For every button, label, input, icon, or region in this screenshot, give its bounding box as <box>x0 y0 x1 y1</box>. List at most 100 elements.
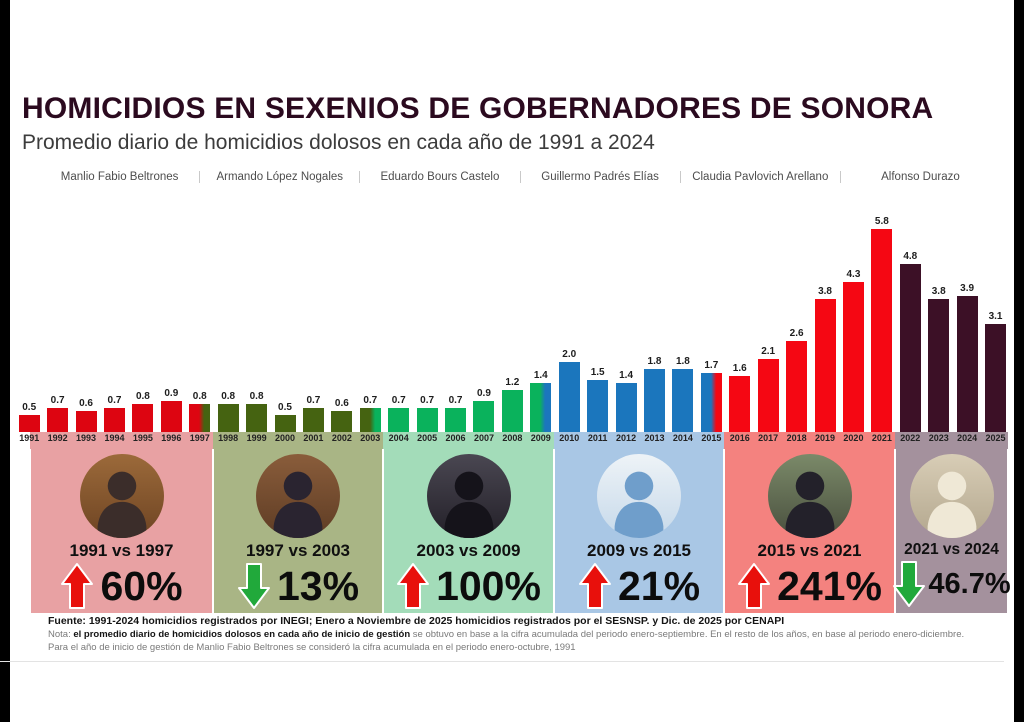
legend-item-lopez-nogales: Armando López Nogales <box>199 171 359 183</box>
bar-value-label: 0.7 <box>306 394 321 406</box>
bar-value-label: 0.8 <box>221 391 236 402</box>
bar-2014 <box>672 369 694 432</box>
bar-2013 <box>643 369 665 432</box>
change-percent: 241% <box>777 562 882 609</box>
bar-slot-2025: 3.1 <box>981 195 1009 432</box>
bar-value-label: 0.7 <box>448 394 463 406</box>
year-label-2002: 2002 <box>331 433 352 443</box>
bar-value-label: 0.7 <box>420 394 435 406</box>
person-silhouette-icon <box>273 471 323 538</box>
bar-2020 <box>842 281 864 432</box>
bar-1992 <box>47 407 69 432</box>
bar-value-label: 0.7 <box>107 394 122 406</box>
bar-slot-1994: 0.7 <box>100 195 128 432</box>
bar-slot-1995: 0.8 <box>129 195 157 432</box>
bar-slot-2005: 0.7 <box>413 195 441 432</box>
bar-value-label: 3.8 <box>818 286 832 297</box>
legend-item-beltrones: Manlio Fabio Beltrones <box>60 171 179 183</box>
band-segment-3 <box>383 432 554 449</box>
comparison-label: 2021 vs 2024 <box>904 541 999 558</box>
bar-slot-2006: 0.7 <box>441 195 469 432</box>
year-label-1991: 1991 <box>19 433 40 443</box>
nota-rest: se obtuvo en base a la cifra acumulada d… <box>410 629 965 640</box>
year-label-2008: 2008 <box>502 433 523 443</box>
bar-2016 <box>729 376 751 432</box>
bar-slot-2024: 3.9 <box>953 195 981 432</box>
year-label-2023: 2023 <box>928 433 949 443</box>
comparison-label: 1991 vs 1997 <box>69 541 174 560</box>
year-label-2005: 2005 <box>417 433 438 443</box>
year-label-1994: 1994 <box>104 433 125 443</box>
governor-panels: 1991 vs 1997 60% 1997 vs 2003 13% 2003 vs 20… <box>30 449 1011 613</box>
down-arrow-icon <box>237 563 270 609</box>
change-indicator: 46.7% <box>892 560 1011 608</box>
change-percent: 13% <box>276 562 360 609</box>
bar-slot-1991: 0.5 <box>15 195 43 432</box>
bar-value-label: 0.8 <box>249 391 264 402</box>
bar-1996 <box>160 400 182 432</box>
person-silhouette-icon <box>444 471 493 538</box>
bar-slot-2014: 1.8 <box>669 195 697 432</box>
year-axis: 1991 1992 1993 1994 1995 1996 1997 1998 1999 2000… <box>15 433 1010 443</box>
band-segment-2 <box>213 432 383 449</box>
bar-value-label: 0.9 <box>164 387 179 399</box>
bar-slot-1996: 0.9 <box>157 195 185 432</box>
change-indicator: 21% <box>578 562 700 610</box>
bar-slot-2013: 1.8 <box>640 195 668 432</box>
footer-divider <box>0 661 1004 662</box>
up-arrow-icon <box>578 563 611 609</box>
bar-value-label: 0.6 <box>79 398 93 409</box>
bar-value-label: 1.2 <box>505 377 520 388</box>
year-label-2000: 2000 <box>274 433 296 443</box>
year-label-2017: 2017 <box>758 433 779 443</box>
year-label-2011: 2011 <box>587 433 608 443</box>
year-label-1997: 1997 <box>189 433 210 443</box>
bar-slot-2011: 1.5 <box>583 195 611 432</box>
bar-value-label: 3.1 <box>988 310 1003 322</box>
bar-slot-2002: 0.6 <box>328 195 356 432</box>
governor-photo-2 <box>256 454 340 538</box>
band-segment-6 <box>895 432 1008 449</box>
legend-item-durazo: Alfonso Durazo <box>839 171 1000 183</box>
bar-slot-2008: 1.2 <box>498 195 526 432</box>
bar-1994 <box>103 407 125 432</box>
year-label-2022: 2022 <box>900 433 921 443</box>
bar-value-label: 0.7 <box>363 394 378 406</box>
bar-slot-1998: 0.8 <box>214 195 242 432</box>
year-label-2024: 2024 <box>957 433 978 443</box>
bar-2022 <box>899 264 921 432</box>
change-percent: 21% <box>617 562 701 609</box>
change-percent: 100% <box>436 562 541 609</box>
nota-prefix: Nota: <box>48 629 74 640</box>
year-label-2006: 2006 <box>445 433 466 443</box>
bar-slot-2003: 0.7 <box>356 195 384 432</box>
bar-2003 <box>359 407 381 432</box>
up-arrow-icon <box>61 563 94 609</box>
bar-2012 <box>615 383 637 432</box>
bar-value-label: 2.1 <box>761 345 776 357</box>
bar-value-label: 0.9 <box>477 387 491 399</box>
bar-value-label: 1.4 <box>619 370 634 381</box>
up-arrow-icon <box>397 563 430 609</box>
governor-panel-2: 1997 vs 2003 13% <box>214 449 382 613</box>
change-indicator: 13% <box>237 562 359 610</box>
governor-photo-5 <box>767 454 852 538</box>
bar-2018 <box>786 341 808 432</box>
bar-chart: 0.5 0.7 0.6 0.7 0.8 0.9 0.8 0.8 0.8 0.5 0.7 0.6 0.7 0… <box>15 195 1010 432</box>
bar-value-label: 0.7 <box>391 394 406 406</box>
bar-2000 <box>274 414 296 432</box>
year-label-2019: 2019 <box>815 433 836 443</box>
legend-item-bours: Eduardo Bours Castelo <box>359 171 519 183</box>
bar-value-label: 1.8 <box>675 356 690 367</box>
comparison-label: 2009 vs 2015 <box>587 541 691 560</box>
bar-1997 <box>189 404 211 432</box>
year-label-2021: 2021 <box>871 433 892 443</box>
bar-slot-1992: 0.7 <box>43 195 71 432</box>
bar-slot-2022: 4.8 <box>896 195 924 432</box>
bar-1993 <box>75 411 97 432</box>
bar-2009 <box>530 383 552 432</box>
year-label-1999: 1999 <box>246 433 267 443</box>
year-label-1995: 1995 <box>132 433 153 443</box>
person-silhouette-icon <box>785 471 834 538</box>
